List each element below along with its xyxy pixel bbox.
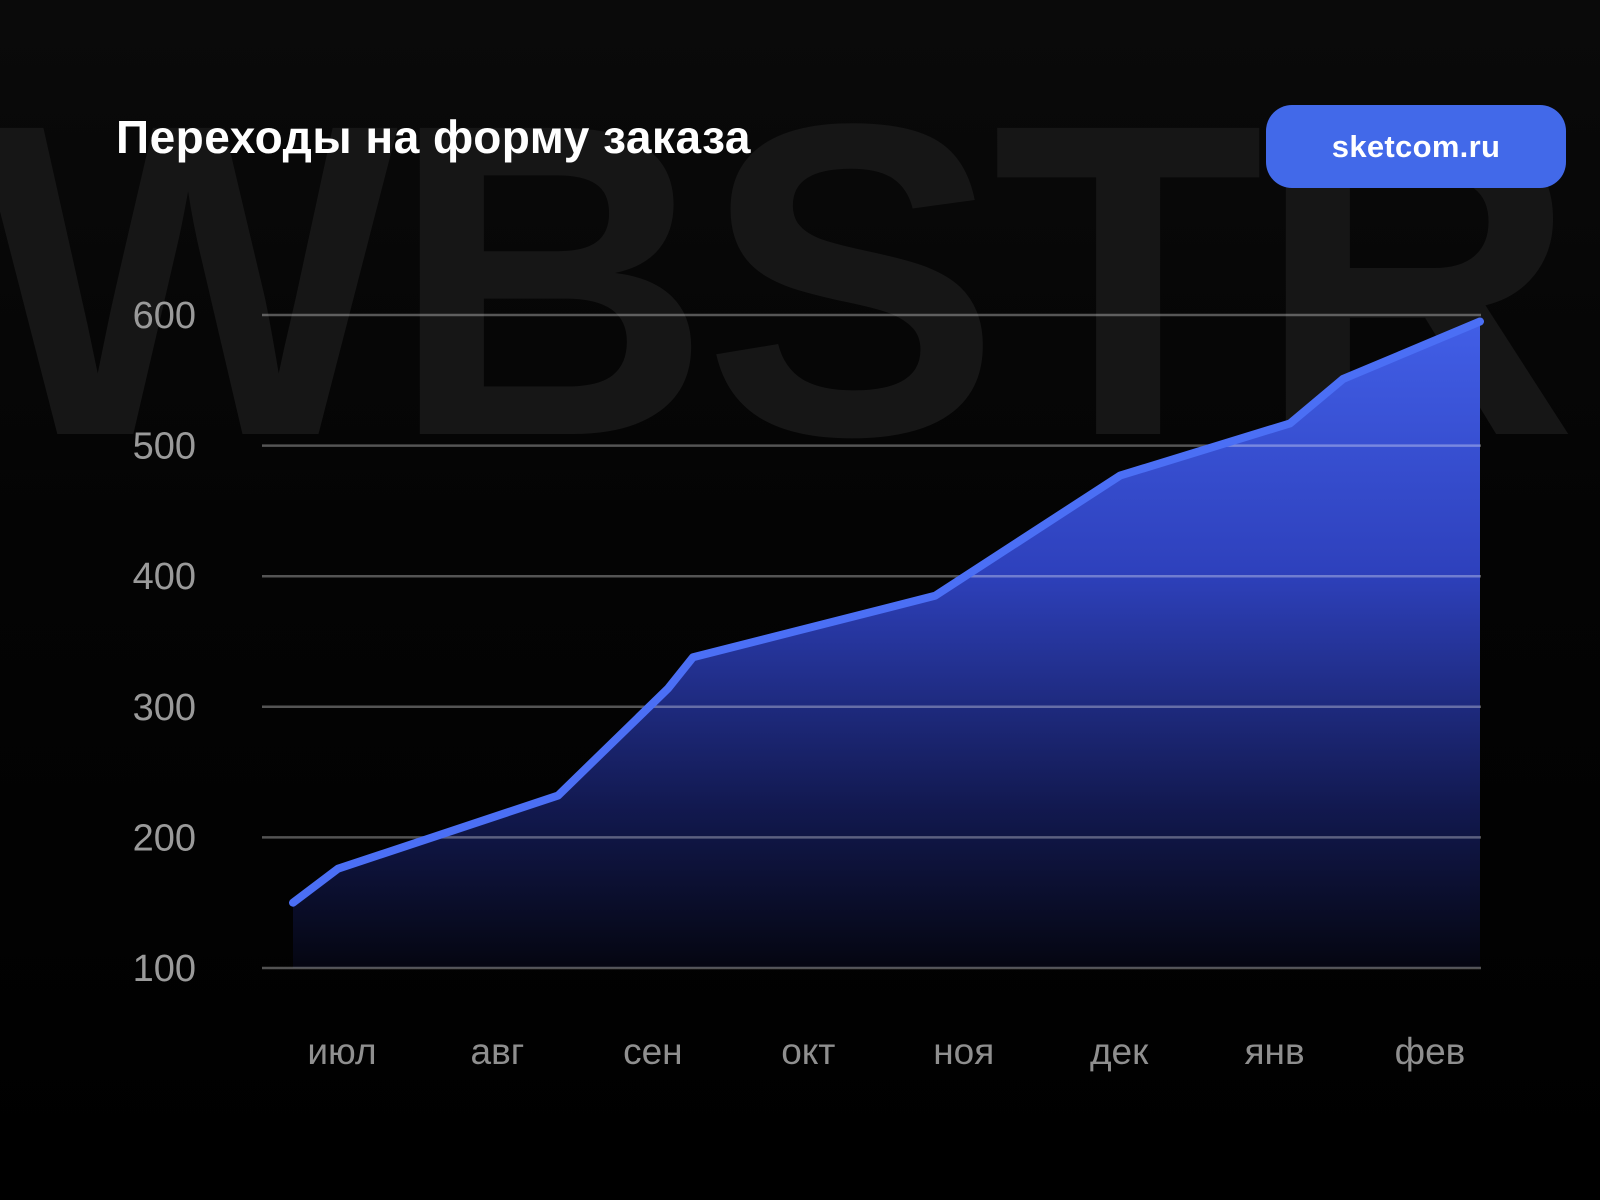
site-badge-label: sketcom.ru — [1331, 128, 1501, 164]
y-tick-label: 300 — [133, 687, 196, 729]
x-tick-label: сен — [623, 1031, 683, 1072]
chart-title: Переходы на форму заказа — [116, 111, 751, 163]
x-tick-label: авг — [471, 1031, 525, 1072]
x-tick-label: фев — [1395, 1031, 1466, 1072]
y-axis-labels: 100 200 300 400 500 600 — [133, 295, 196, 990]
y-tick-label: 200 — [133, 817, 196, 859]
x-tick-label: ноя — [933, 1031, 994, 1072]
y-tick-label: 500 — [133, 426, 196, 468]
gridlines — [262, 313, 1481, 970]
area-fill — [293, 321, 1480, 968]
x-tick-label: окт — [781, 1031, 835, 1072]
trend-line — [289, 317, 1484, 907]
site-badge: sketcom.ru — [1266, 105, 1566, 188]
y-tick-label: 400 — [133, 556, 196, 598]
x-tick-label: янв — [1245, 1031, 1305, 1072]
y-tick-label: 100 — [133, 948, 196, 990]
x-tick-label: июл — [307, 1031, 376, 1072]
x-tick-label: дек — [1090, 1031, 1149, 1072]
y-tick-label: 600 — [133, 295, 196, 337]
x-axis-labels: июл авг сен окт ноя дек янв фев — [307, 1031, 1465, 1072]
